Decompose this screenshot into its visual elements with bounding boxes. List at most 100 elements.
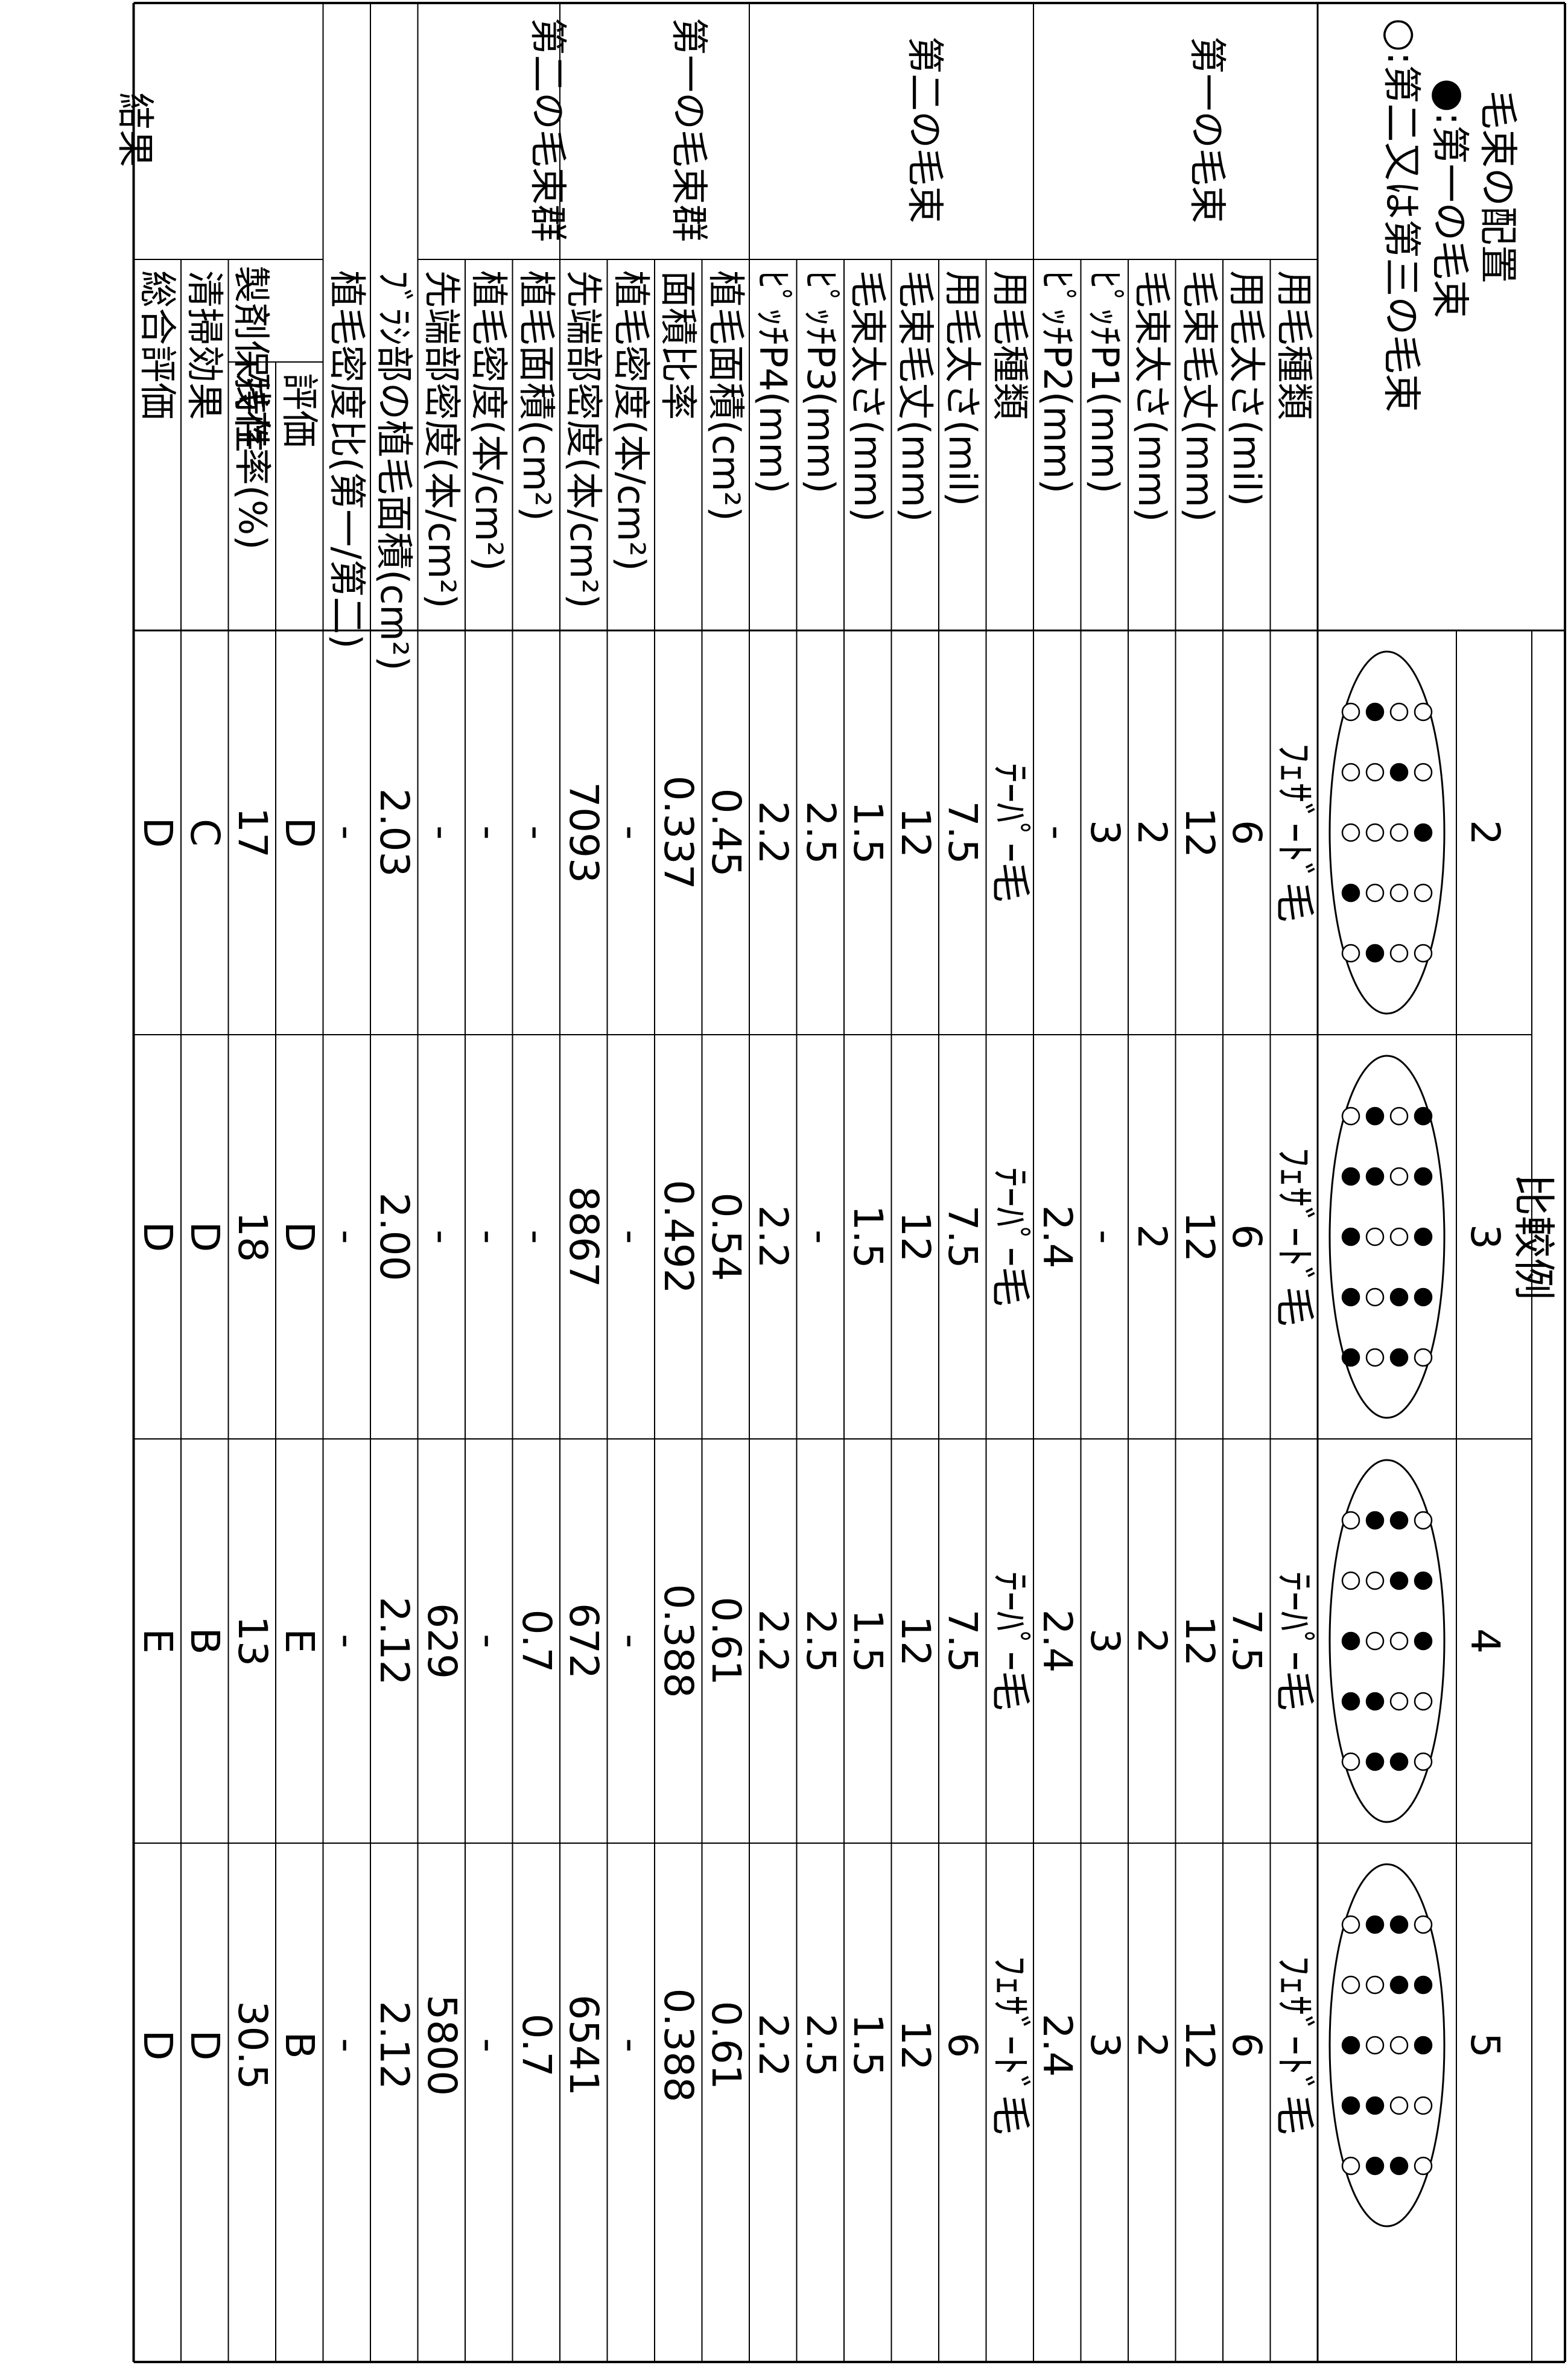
table-cell: D xyxy=(279,630,319,1035)
second-tuft-dot xyxy=(1366,884,1383,901)
row-label: 総合評価 xyxy=(139,270,176,420)
table-cell: ﾃｰﾊﾟｰ毛 xyxy=(990,630,1030,1035)
group-label-second-tuft-group: 第二の毛束群 xyxy=(529,3,567,256)
first-tuft-dot xyxy=(1342,1633,1359,1649)
row-label: 先端部密度(本/cm²) xyxy=(565,270,602,609)
first-tuft-dot xyxy=(1342,1289,1359,1306)
table-cell: 6 xyxy=(1227,1843,1266,2247)
first-tuft-dot xyxy=(1391,764,1408,781)
row-label: ﾋﾟｯﾁP2(mm) xyxy=(1038,270,1076,494)
table-cell: 2.5 xyxy=(801,630,840,1035)
second-tuft-dot xyxy=(1391,2097,1408,2114)
table-cell: 7.5 xyxy=(942,630,982,1035)
table-cell: 12 xyxy=(895,630,935,1035)
second-tuft-dot xyxy=(1366,1976,1383,1993)
table-cell: 1.5 xyxy=(848,1439,887,1843)
table-cell: 12 xyxy=(1179,1843,1219,2247)
table-cell: 13 xyxy=(232,1439,272,1843)
table-cell: 6 xyxy=(1227,1035,1266,1439)
second-tuft-dot xyxy=(1391,1108,1408,1125)
table-cell: ﾃｰﾊﾟｰ毛 xyxy=(990,1035,1030,1439)
table-cell: 2.2 xyxy=(753,1035,793,1439)
table-cell: 6 xyxy=(942,1843,982,2247)
first-tuft-dot xyxy=(1415,2037,1432,2054)
table-cell: 1.5 xyxy=(848,630,887,1035)
table-cell: - xyxy=(516,1035,556,1439)
table-cell: 0.54 xyxy=(706,1035,746,1439)
second-tuft-dot xyxy=(1415,2157,1432,2174)
first-tuft-dot xyxy=(1366,1753,1383,1770)
table-cell: D xyxy=(185,1843,224,2247)
row-label: 用毛太さ(mil) xyxy=(1228,270,1265,506)
second-tuft-dot xyxy=(1415,1512,1432,1529)
second-tuft-dot xyxy=(1342,1512,1359,1529)
table-cell: 629 xyxy=(422,1439,462,1843)
table-cell: 5800 xyxy=(422,1843,462,2247)
second-tuft-dot xyxy=(1342,764,1359,781)
table-cell: 3 xyxy=(1085,630,1125,1035)
first-tuft-dot xyxy=(1391,1349,1408,1366)
table-cell: 2 xyxy=(1132,1439,1172,1843)
first-tuft-dot xyxy=(1415,1572,1432,1589)
table-cell: D xyxy=(138,1843,177,2247)
second-tuft-dot xyxy=(1391,884,1408,901)
second-tuft-dot xyxy=(1391,703,1408,720)
row-label: 用毛太さ(mil) xyxy=(944,270,981,506)
row-label: ﾌﾞﾗｼ部の植毛面積(cm²) xyxy=(375,270,413,671)
row-label: 面積比率 xyxy=(659,270,697,420)
column-header-4: 4 xyxy=(1465,1439,1505,1843)
second-tuft-dot xyxy=(1415,2097,1432,2114)
first-tuft-dot xyxy=(1342,1228,1359,1245)
second-tuft-dot xyxy=(1415,945,1432,962)
table-cell: 0.61 xyxy=(706,1843,746,2247)
first-tuft-dot xyxy=(1391,1976,1408,1993)
table-cell: 2 xyxy=(1132,1035,1172,1439)
row-label: 評価 xyxy=(281,373,318,448)
first-tuft-dot xyxy=(1366,1512,1383,1529)
table-cell: - xyxy=(469,1035,509,1439)
second-tuft-dot xyxy=(1342,1976,1359,1993)
table-cell: 17 xyxy=(232,630,272,1035)
second-tuft-dot xyxy=(1391,1633,1408,1649)
first-tuft-dot xyxy=(1415,1228,1432,1245)
table-cell: 12 xyxy=(895,1843,935,2247)
first-tuft-dot xyxy=(1342,884,1359,901)
row-label: 植毛密度(本/cm²) xyxy=(470,270,507,571)
table-cell: - xyxy=(469,1439,509,1843)
table-cell: - xyxy=(1037,630,1077,1035)
row-label: 毛束太さ(mm) xyxy=(849,270,886,522)
second-tuft-dot xyxy=(1415,1349,1432,1366)
column-header-5: 5 xyxy=(1465,1843,1505,2247)
table-cell: 7.5 xyxy=(942,1035,982,1439)
table-cell: 7093 xyxy=(563,630,603,1035)
second-tuft-dot xyxy=(1366,764,1383,781)
first-tuft-dot xyxy=(1415,1289,1432,1306)
table-cell: 18 xyxy=(232,1035,272,1439)
table-cell: 2 xyxy=(1132,630,1172,1035)
row-label: 植毛面積(cm²) xyxy=(518,270,555,521)
table-cell: - xyxy=(469,1843,509,2247)
table-cell: 0.45 xyxy=(706,630,746,1035)
table-cell: 0.388 xyxy=(658,1843,698,2247)
layout-legend-filled: ●:第一の毛束 xyxy=(1430,78,1468,318)
first-tuft-dot xyxy=(1391,1572,1408,1589)
table-cell: ﾌｪｻﾞｰﾄﾞ毛 xyxy=(1274,1843,1314,2247)
table-cell: - xyxy=(469,630,509,1035)
first-tuft-dot xyxy=(1391,1753,1408,1770)
first-tuft-dot xyxy=(1366,2097,1383,2114)
table-cell: 2.12 xyxy=(374,1439,414,1843)
table-cell: 1.5 xyxy=(848,1843,887,2247)
group-label-second-tuft: 第二の毛束 xyxy=(906,3,944,256)
first-tuft-dot xyxy=(1366,1108,1383,1125)
second-tuft-dot xyxy=(1366,2037,1383,2054)
second-tuft-dot xyxy=(1391,1693,1408,1710)
first-tuft-dot xyxy=(1342,1693,1359,1710)
table-cell: 12 xyxy=(895,1439,935,1843)
table-cell: D xyxy=(138,630,177,1035)
second-tuft-dot xyxy=(1415,703,1432,720)
first-tuft-dot xyxy=(1366,2157,1383,2174)
table-cell: 30.5 xyxy=(232,1843,272,2247)
table-cell: 2.4 xyxy=(1037,1035,1077,1439)
row-label: 毛束太さ(mm) xyxy=(1133,270,1170,522)
